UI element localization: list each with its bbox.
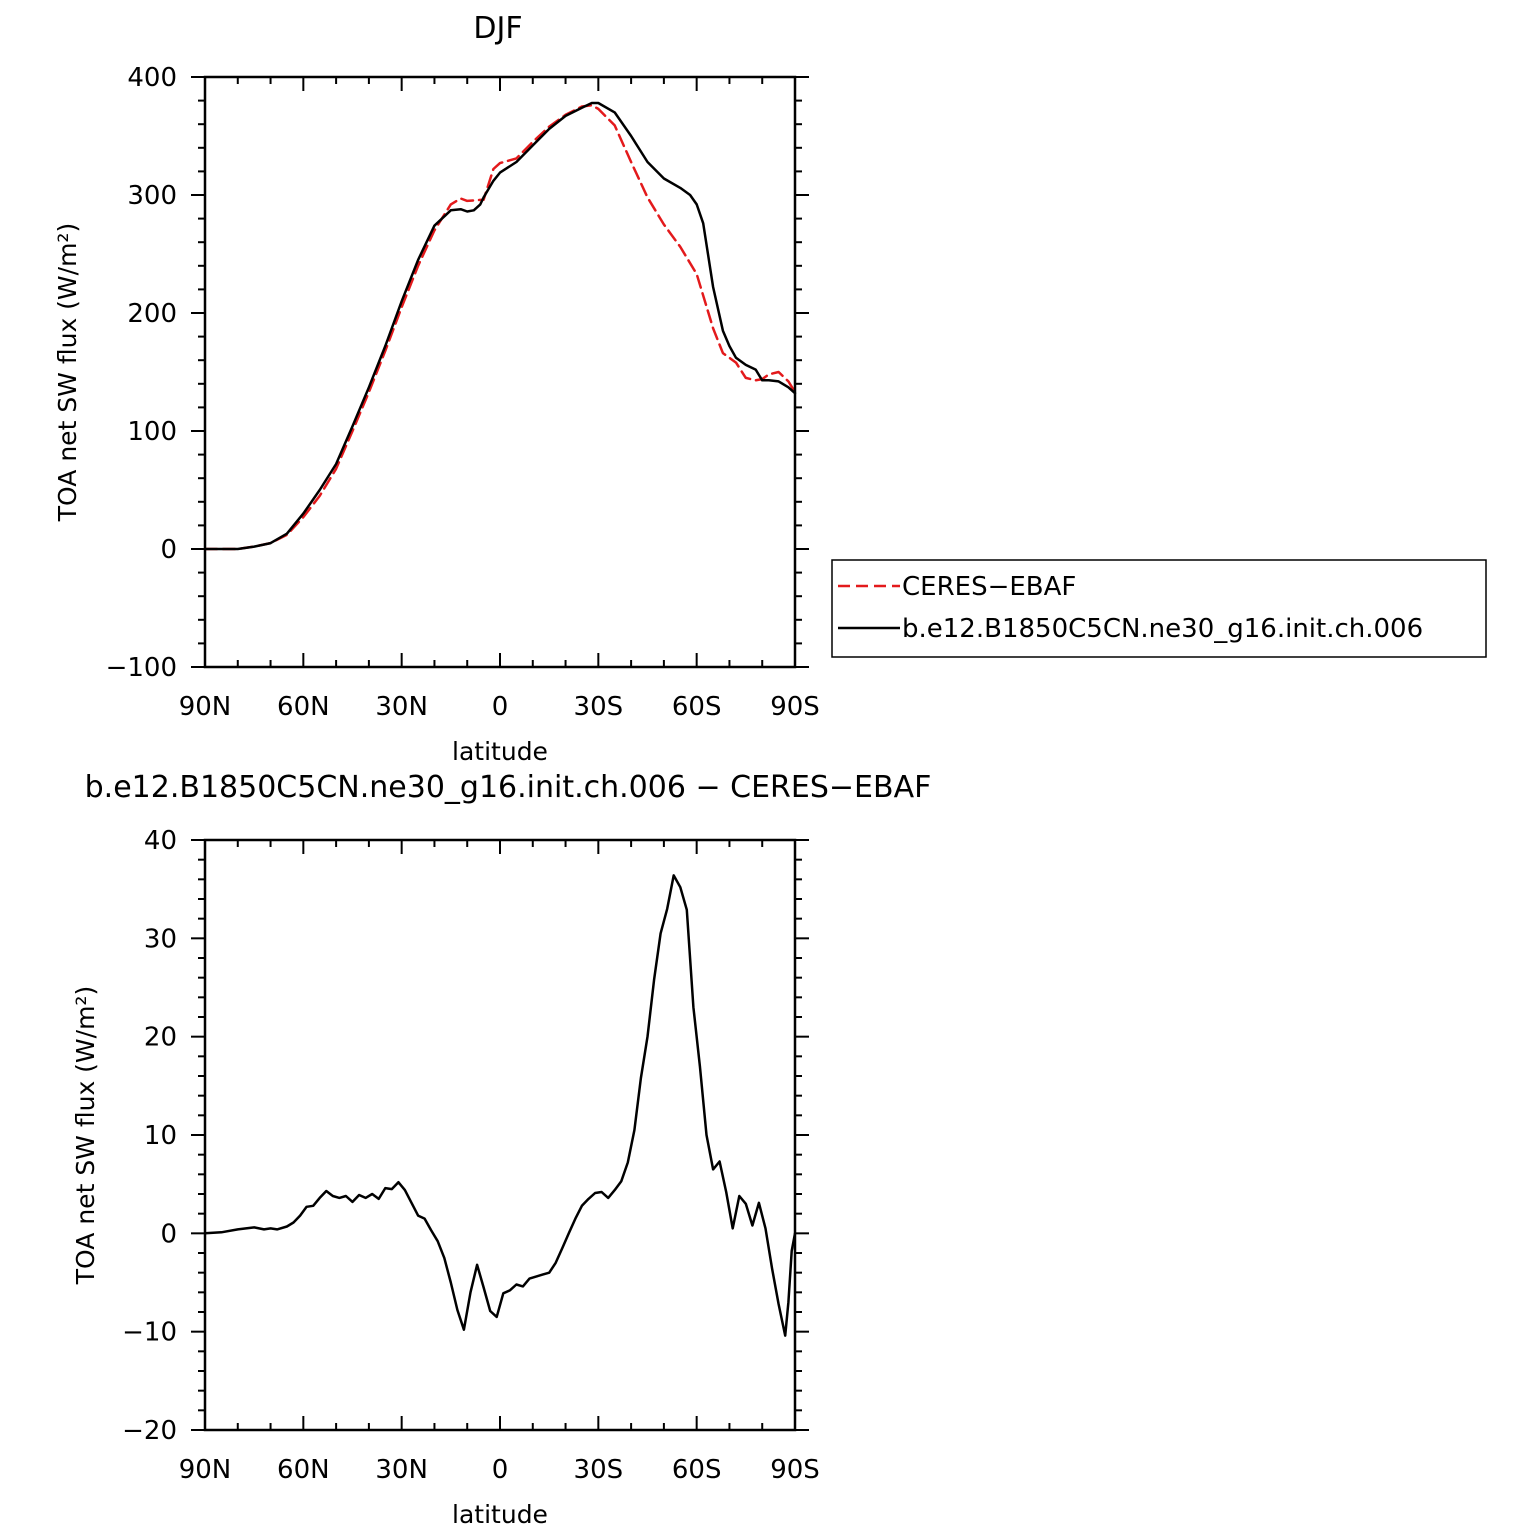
bottom-panel: b.e12.B1850C5CN.ne30_g16.init.ch.006 − C…	[71, 770, 931, 1529]
series-line-2	[203, 101, 797, 551]
y-tick-label: 0	[160, 535, 177, 565]
x-tick-label: 30S	[574, 692, 624, 722]
x-tick-label: 30S	[574, 1455, 624, 1485]
bottom-panel-series	[203, 874, 797, 1337]
top-panel-ticks	[191, 76, 809, 668]
y-tick-label: 0	[160, 1219, 177, 1249]
legend-box	[831, 559, 1487, 658]
x-tick-label: 60S	[672, 1455, 722, 1485]
y-tick-label: −20	[122, 1416, 177, 1446]
bottom-panel-x-axis-label: latitude	[452, 1500, 548, 1529]
legend-label-model: b.e12.B1850C5CN.ne30_g16.init.ch.006	[902, 614, 1423, 644]
top-panel-x-axis-label: latitude	[452, 737, 548, 766]
legend-label-ceres: CERES−EBAF	[902, 572, 1076, 602]
x-tick-label: 60S	[672, 692, 722, 722]
top-panel-y-tick-labels: −100 0 100 200 300 400	[106, 63, 177, 683]
bottom-panel-x-tick-labels: 90N 60N 30N 0 30S 60S 90S	[179, 1455, 820, 1485]
top-panel-x-tick-labels: 90N 60N 30N 0 30S 60S 90S	[179, 692, 820, 722]
y-tick-label: 400	[127, 63, 177, 93]
x-tick-label: 60N	[277, 1455, 330, 1485]
y-tick-label: 300	[127, 181, 177, 211]
x-tick-label: 0	[492, 1455, 509, 1485]
y-tick-label: 30	[144, 924, 177, 954]
top-panel-frame	[203, 75, 797, 669]
top-panel-title: DJF	[473, 11, 522, 46]
x-tick-label: 30N	[375, 1455, 428, 1485]
series-line-1	[203, 874, 797, 1337]
bottom-panel-y-tick-labels: −20 −10 0 10 20 30 40	[122, 826, 177, 1446]
x-tick-label: 90N	[179, 1455, 232, 1485]
y-tick-label: 20	[144, 1023, 177, 1053]
top-panel: DJF 90N 60N 30N 0 30S 60S 90S −100 0 100 200 300 40…	[53, 11, 820, 766]
bottom-panel-title: b.e12.B1850C5CN.ne30_g16.init.ch.006 − C…	[85, 770, 932, 805]
y-tick-label: 40	[144, 826, 177, 856]
y-tick-label: 100	[127, 417, 177, 447]
x-tick-label: 0	[492, 692, 509, 722]
y-tick-label: −10	[122, 1318, 177, 1348]
x-tick-label: 90S	[770, 692, 820, 722]
x-tick-label: 30N	[375, 692, 428, 722]
x-tick-label: 60N	[277, 692, 330, 722]
y-tick-label: −100	[106, 653, 177, 683]
y-tick-label: 10	[144, 1121, 177, 1151]
top-panel-series	[203, 101, 797, 551]
legend: CERES−EBAF b.e12.B1850C5CN.ne30_g16.init…	[831, 559, 1487, 658]
bottom-panel-ticks	[191, 839, 809, 1431]
y-tick-label: 200	[127, 299, 177, 329]
x-tick-label: 90N	[179, 692, 232, 722]
top-panel-y-axis-label: TOA net SW flux (W/m²)	[53, 223, 82, 522]
x-tick-label: 90S	[770, 1455, 820, 1485]
bottom-panel-frame	[203, 838, 797, 1432]
bottom-panel-y-axis-label: TOA net SW flux (W/m²)	[71, 986, 100, 1285]
series-line-1	[203, 104, 797, 551]
